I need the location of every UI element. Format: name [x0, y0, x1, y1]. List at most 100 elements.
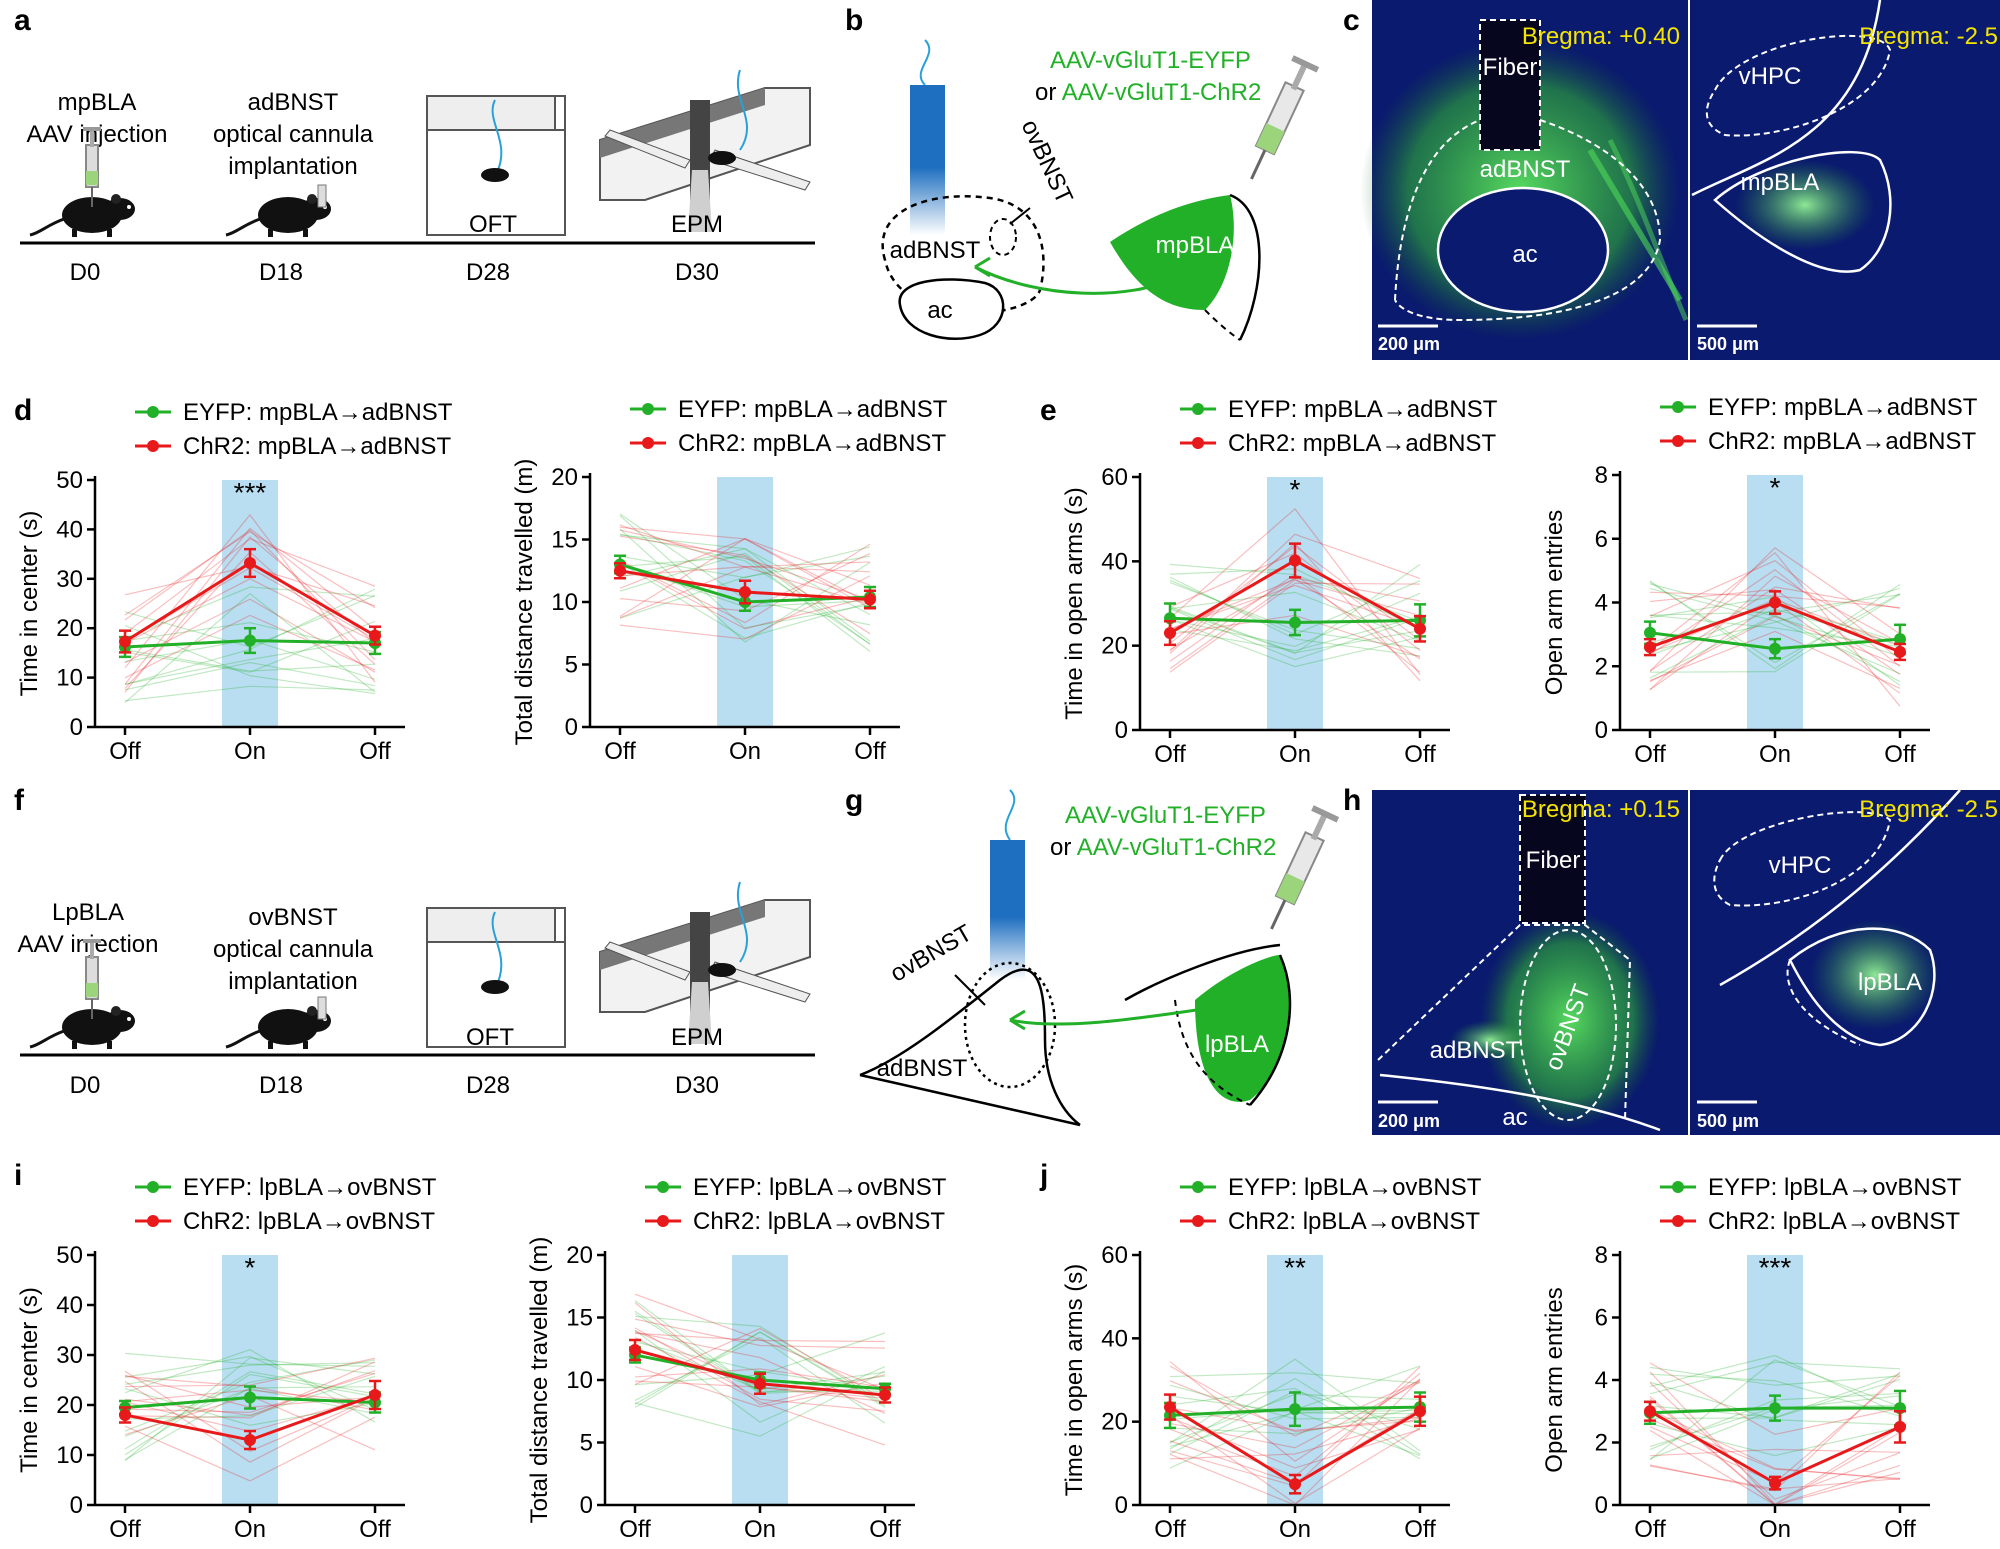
y-tick-label: 0	[565, 714, 578, 741]
virus-label: AAV-vGluT1-EYFP	[1050, 47, 1251, 74]
y-tick-label: 0	[1595, 1492, 1608, 1519]
x-tick-label: On	[1759, 741, 1791, 768]
day-label: D28	[466, 259, 510, 286]
individual-trace	[1169, 615, 1421, 652]
region-label: Fiber	[1526, 847, 1581, 874]
y-tick-label: 10	[566, 1367, 593, 1394]
y-axis-label: Time in center (s)	[16, 511, 43, 697]
data-point	[1769, 642, 1781, 655]
x-tick-label: Off	[359, 738, 391, 765]
individual-trace	[1649, 580, 1901, 670]
individual-trace	[619, 528, 871, 643]
individual-trace	[634, 1331, 886, 1406]
individual-trace	[124, 649, 376, 672]
region-label: ovBNST	[886, 919, 977, 987]
data-point	[754, 1377, 766, 1390]
significance-marker: ***	[1759, 1252, 1792, 1283]
individual-trace	[1649, 551, 1901, 707]
individual-trace	[619, 555, 871, 652]
y-tick-label: 0	[70, 1492, 83, 1519]
individual-trace	[1649, 575, 1901, 690]
y-tick-label: 20	[551, 464, 578, 491]
step-text: AAV injection	[18, 931, 159, 958]
individual-trace	[124, 1370, 376, 1452]
y-tick-label: 30	[56, 1342, 83, 1369]
individual-trace	[1649, 1354, 1901, 1415]
individual-trace	[1649, 593, 1901, 673]
y-tick-label: 0	[580, 1492, 593, 1519]
individual-trace	[124, 538, 376, 634]
individual-trace	[1649, 547, 1901, 672]
individual-trace	[1649, 1448, 1901, 1457]
scale-bar-label: 200 μm	[1378, 1111, 1440, 1131]
chart-d-time-in-center: 0 10 20 30 40 50 Off On Off Time in center (s) ***…	[16, 399, 453, 765]
panel-b-schematic: ac adBNST ovBNST mpBLA AAV-vGluT1-EYFP o…	[881, 39, 1320, 341]
region-label: mpBLA	[1741, 169, 1820, 196]
cannula-icon	[317, 996, 327, 1020]
y-tick-label: 4	[1595, 590, 1608, 617]
legend-marker	[147, 1181, 159, 1193]
region-label: adBNST	[1430, 1037, 1521, 1064]
oft-box-icon	[426, 95, 566, 236]
y-tick-label: 10	[56, 1442, 83, 1469]
individual-trace	[124, 1380, 376, 1463]
x-tick-label: Off	[619, 1516, 651, 1543]
data-point	[244, 556, 256, 569]
oft-box-icon	[426, 907, 566, 1048]
individual-trace	[1649, 614, 1901, 648]
significance-marker: *	[245, 1252, 256, 1283]
significance-marker: **	[1284, 1252, 1306, 1283]
step-text: implantation	[228, 153, 357, 180]
individual-trace	[1169, 591, 1421, 642]
individual-trace	[124, 1357, 376, 1462]
individual-trace	[1169, 1365, 1421, 1437]
legend-marker	[1672, 1215, 1684, 1227]
individual-trace	[634, 1318, 886, 1349]
panel-h-histology: Bregma: +0.15 Fiber adBNST ovBNST ac 200…	[1372, 789, 2000, 1135]
panel-letter-f: f	[14, 784, 25, 817]
x-tick-label: Off	[1634, 1516, 1666, 1543]
legend-marker	[1672, 435, 1684, 447]
individual-trace	[1169, 584, 1421, 630]
legend-label: EYFP: mpBLA→adBNST	[183, 399, 453, 426]
panel-letter-c: c	[1343, 4, 1360, 37]
individual-trace	[634, 1327, 886, 1401]
syringe-icon	[1250, 55, 1320, 180]
step-text: OFT	[469, 211, 517, 238]
individual-trace	[124, 578, 376, 644]
individual-trace	[124, 527, 376, 685]
chart-j-open-arm-time: 0 20 40 60 Off On Off Time in open arms (s) ** EY…	[1061, 1174, 1482, 1543]
individual-trace	[124, 531, 376, 616]
y-tick-label: 0	[70, 714, 83, 741]
region-label: Fiber	[1483, 54, 1538, 81]
legend-label: EYFP: mpBLA→adBNST	[1708, 394, 1978, 421]
individual-trace	[634, 1315, 886, 1405]
panel-c-histology: Bregma: +0.40 Fiber adBNST ac 200 μm Bre…	[1360, 0, 2000, 360]
y-tick-label: 4	[1595, 1367, 1608, 1394]
panel-letter-i: i	[14, 1159, 22, 1192]
region-label: ac	[1502, 1104, 1527, 1131]
region-label: mpBLA	[1156, 232, 1235, 259]
individual-trace	[1169, 1415, 1421, 1505]
x-tick-label: On	[1279, 741, 1311, 768]
individual-trace	[1649, 1366, 1901, 1386]
individual-trace	[1649, 587, 1901, 652]
y-axis-label: Total distance travelled (m)	[511, 459, 538, 746]
on-period-band	[222, 480, 278, 727]
data-point	[1414, 1405, 1426, 1418]
individual-trace	[634, 1368, 886, 1388]
legend-label: EYFP: mpBLA→adBNST	[678, 396, 948, 423]
y-tick-label: 60	[1101, 1242, 1128, 1269]
individual-trace	[634, 1331, 886, 1408]
individual-trace	[1169, 563, 1421, 655]
individual-trace	[619, 534, 871, 642]
scale-bar-label: 500 μm	[1697, 1111, 1759, 1131]
data-point	[1644, 641, 1656, 654]
x-tick-label: Off	[1634, 741, 1666, 768]
legend-marker	[147, 1215, 159, 1227]
individual-trace	[1649, 581, 1901, 664]
y-tick-label: 2	[1595, 653, 1608, 680]
individual-trace	[124, 1352, 376, 1367]
step-text: OFT	[466, 1024, 514, 1051]
legend-marker	[1192, 1181, 1204, 1193]
